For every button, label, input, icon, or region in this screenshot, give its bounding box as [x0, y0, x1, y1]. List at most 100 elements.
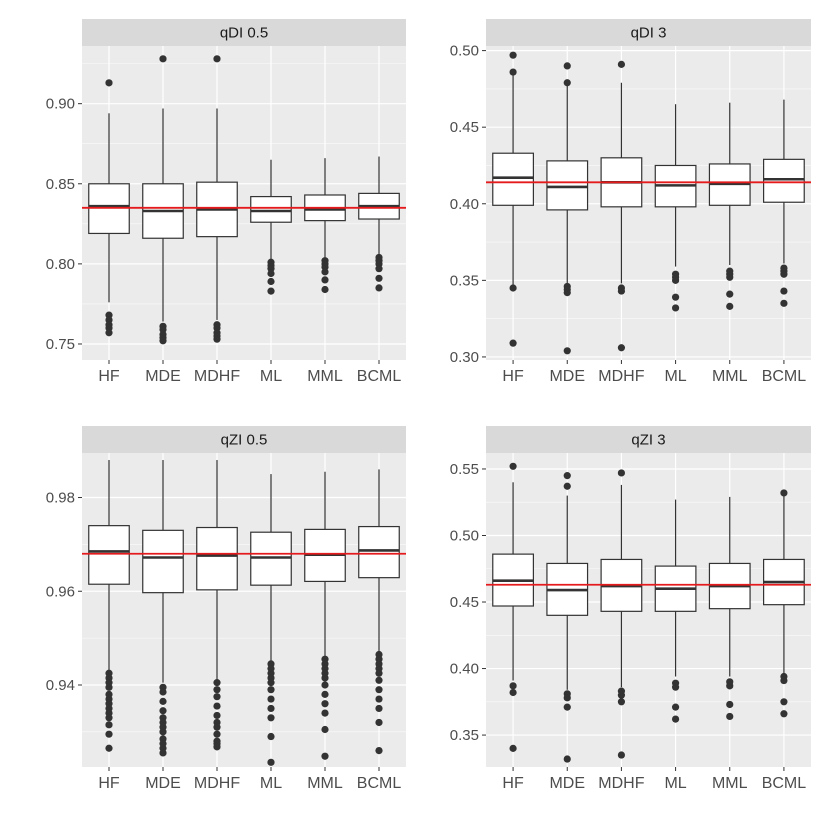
outlier-point	[321, 681, 329, 689]
box-MDHF	[196, 460, 238, 751]
y-tick-label: 0.40	[450, 661, 479, 678]
outlier-point	[671, 304, 680, 312]
x-tick-label-HF: HF	[98, 368, 120, 385]
x-tick-label-MDHF: MDHF	[194, 368, 240, 385]
y-tick-label: 0.45	[450, 594, 479, 611]
x-tick-label-MDE: MDE	[549, 368, 585, 385]
outlier-point	[267, 704, 275, 713]
x-tick-label-HF: HF	[98, 775, 120, 792]
outlier-point	[780, 489, 788, 497]
panel-background	[82, 46, 406, 360]
facet-panel-0: 0.75 0.80 0.85 0.90 qDI 0.5 HF MDE MDHF ML MML BCM…	[46, 19, 406, 385]
outlier-point	[213, 702, 221, 710]
outlier-point	[321, 752, 329, 760]
box-ML	[250, 159, 292, 295]
outlier-point	[267, 758, 275, 766]
outlier-point	[321, 276, 329, 284]
box-HF	[88, 460, 130, 752]
x-tick-label-MDHF: MDHF	[598, 368, 644, 385]
outlier-point	[375, 686, 383, 694]
outlier-point	[617, 344, 626, 352]
outlier-point	[159, 688, 167, 696]
panel-background	[486, 46, 811, 360]
outlier-point	[726, 700, 734, 709]
facet-strip	[486, 19, 811, 46]
outlier-point	[375, 265, 383, 273]
outlier-point	[563, 62, 571, 70]
y-tick-label: 0.35	[450, 727, 479, 744]
outlier-point	[159, 707, 167, 715]
box-BCML	[763, 489, 805, 718]
outlier-point	[267, 269, 275, 278]
outlier-point	[671, 683, 680, 691]
facet-title: qDI 0.5	[220, 25, 268, 42]
outlier-point	[375, 718, 383, 727]
outlier-point	[159, 337, 167, 345]
outlier-point	[213, 743, 221, 751]
outlier-point	[617, 469, 626, 477]
facet-strip	[82, 19, 406, 46]
outlier-point	[267, 714, 275, 722]
outlier-point	[780, 299, 788, 307]
box-iqr	[358, 525, 400, 579]
outlier-point	[105, 744, 113, 752]
box-BCML	[763, 99, 805, 307]
outlier-point	[563, 694, 571, 702]
x-tick-label-ML: ML	[260, 368, 282, 385]
outlier-point	[563, 347, 571, 355]
y-tick-label: 0.35	[450, 272, 479, 289]
x-tick-label-MML: MML	[307, 775, 343, 792]
box-iqr	[142, 529, 184, 594]
box-HF	[492, 462, 534, 752]
outlier-point	[726, 302, 734, 310]
outlier-point	[726, 273, 734, 281]
y-tick-label: 0.94	[46, 677, 75, 694]
facet-title: qZI 0.5	[221, 432, 268, 449]
facet-title: qZI 3	[631, 432, 665, 449]
y-tick-label: 0.50	[450, 43, 479, 60]
outlier-point	[509, 682, 517, 690]
y-tick-label: 0.55	[450, 461, 479, 478]
box-ML	[654, 104, 697, 312]
outlier-point	[671, 703, 680, 711]
y-tick-label: 0.85	[46, 176, 75, 193]
x-tick-label-BCML: BCML	[357, 775, 402, 792]
outlier-point	[213, 693, 221, 701]
outlier-point	[105, 683, 113, 691]
panel-background	[486, 453, 811, 767]
outlier-point	[375, 746, 383, 755]
outlier-point	[671, 715, 680, 723]
x-tick-label-ML: ML	[664, 775, 686, 792]
outlier-point	[563, 79, 571, 87]
outlier-point	[726, 290, 734, 298]
x-tick-label-MML: MML	[307, 368, 343, 385]
outlier-point	[267, 732, 275, 741]
outlier-point	[509, 68, 517, 76]
outlier-point	[375, 274, 383, 282]
y-tick-label: 0.75	[46, 336, 75, 353]
outlier-point	[267, 686, 275, 694]
outlier-point	[321, 674, 329, 682]
box-MML	[708, 496, 751, 721]
outlier-point	[213, 335, 221, 343]
outlier-point	[375, 676, 383, 684]
outlier-point	[726, 712, 734, 721]
box-BCML	[358, 156, 400, 292]
outlier-point	[321, 285, 329, 294]
outlier-point	[213, 679, 221, 687]
y-tick-label: 0.98	[46, 490, 75, 507]
box-iqr	[250, 195, 292, 223]
box-iqr	[546, 160, 589, 211]
outlier-point	[671, 293, 680, 301]
x-tick-label-MML: MML	[712, 775, 748, 792]
facet-title: qDI 3	[631, 25, 667, 42]
box-ML	[250, 474, 292, 766]
outlier-point	[509, 339, 517, 347]
box-MDE	[142, 460, 184, 757]
outlier-point	[213, 711, 221, 720]
y-tick-label: 0.80	[46, 256, 75, 273]
outlier-point	[563, 482, 571, 490]
outlier-point	[321, 725, 329, 734]
outlier-point	[213, 730, 221, 738]
